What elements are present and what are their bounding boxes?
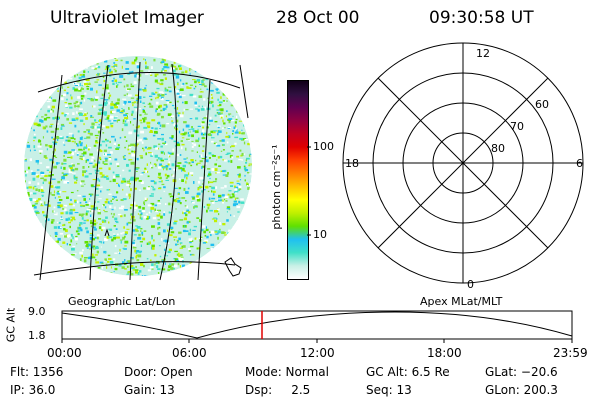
- mlt-diagonal: [377, 77, 549, 249]
- colorbar: [287, 80, 309, 280]
- coastline: [104, 228, 110, 237]
- mlat-label-60: 60: [535, 98, 549, 111]
- date-label: 28 Oct 00: [276, 8, 360, 28]
- longitude-line: [159, 63, 177, 281]
- latitude-line: [37, 71, 241, 93]
- longitude-line: [89, 64, 109, 281]
- longitude-line: [239, 64, 249, 119]
- x-tick-0000: 00:00: [47, 346, 82, 360]
- gc-altitude: GC Alt: 6.5 Re: [366, 365, 450, 379]
- coastline: [224, 257, 242, 277]
- longitude-line: [197, 79, 211, 281]
- mlt-label-6: 6: [576, 157, 583, 170]
- ip-value: IP: 36.0: [10, 383, 56, 397]
- altitude-ytick-min: 1.8: [28, 329, 46, 342]
- mlt-label-0: 0: [467, 278, 474, 291]
- latitude-line: [33, 261, 236, 276]
- altitude-ytick-max: 9.0: [28, 305, 46, 318]
- geographic-grid: [33, 61, 249, 281]
- mode-value: Mode: Normal: [245, 365, 329, 379]
- door-status: Door: Open: [124, 365, 193, 379]
- instrument-title: Ultraviolet Imager: [50, 8, 204, 28]
- sequence-number: Seq: 13: [366, 383, 412, 397]
- colorbar-tick-10: 10: [313, 228, 327, 241]
- polar-label: Apex MLat/MLT: [420, 295, 503, 308]
- dsp-value: Dsp: 2.5: [245, 383, 311, 397]
- longitude-line: [39, 74, 63, 281]
- time-label: 09:30:58 UT: [429, 8, 534, 28]
- geographic-longitude: GLon: 200.3: [485, 383, 558, 397]
- x-tick-2359: 23:59: [553, 346, 588, 360]
- colorbar-tick-100: 100: [313, 140, 334, 153]
- mlt-label-18: 18: [345, 157, 359, 170]
- altitude-ylabel: GC Alt: [4, 307, 18, 343]
- x-tick-1200: 12:00: [300, 346, 335, 360]
- mlat-label-70: 70: [510, 120, 524, 133]
- altitude-curve: [61, 311, 573, 339]
- uv-image-disc: [24, 56, 252, 276]
- flight-number: Flt: 1356: [10, 365, 64, 379]
- x-tick-1800: 18:00: [427, 346, 462, 360]
- x-tick-0600: 06:00: [172, 346, 207, 360]
- longitude-line: [129, 61, 141, 281]
- mlt-label-12: 12: [476, 47, 490, 60]
- geographic-latitude: GLat: −20.6: [485, 365, 558, 379]
- mlat-label-80: 80: [491, 142, 505, 155]
- map-label: Geographic Lat/Lon: [68, 295, 176, 308]
- gain-value: Gain: 13: [124, 383, 175, 397]
